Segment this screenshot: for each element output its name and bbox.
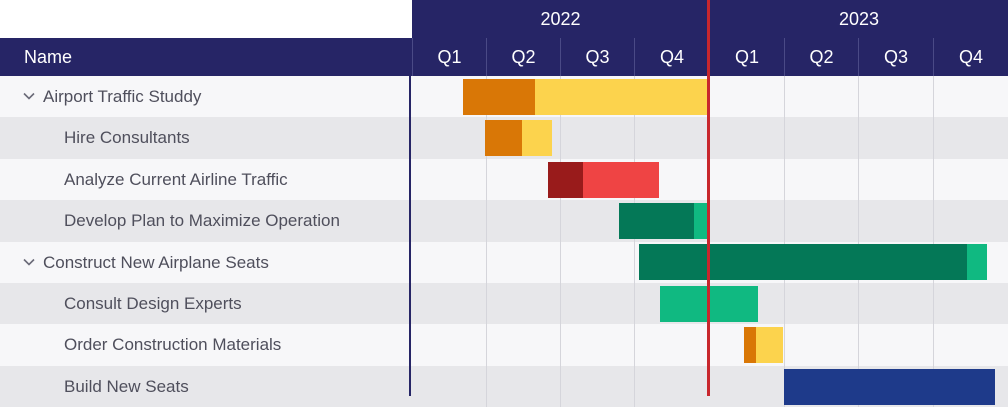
- task-bar-remaining[interactable]: [583, 161, 660, 198]
- chevron-down-icon[interactable]: [22, 255, 36, 269]
- task-bar-progress[interactable]: [485, 120, 523, 157]
- quarter-header: Q1: [412, 38, 486, 76]
- task-bar-progress[interactable]: [744, 327, 757, 364]
- row-label: Order Construction Materials: [64, 335, 282, 355]
- quarter-header: Q2: [784, 38, 858, 76]
- row-label: Hire Consultants: [64, 128, 190, 148]
- name-column-header[interactable]: Name: [24, 47, 73, 67]
- row-label: Consult Design Experts: [64, 294, 242, 313]
- task-bar-remaining[interactable]: [522, 120, 553, 157]
- quarter-header: Q3: [560, 38, 634, 76]
- quarter-gridline: [486, 76, 487, 407]
- today-marker: [707, 0, 710, 396]
- row-label: Analyze Current Airline Traffic: [64, 169, 288, 189]
- task-bar-progress[interactable]: [548, 161, 584, 198]
- column-divider[interactable]: [409, 76, 411, 396]
- task-bar-progress[interactable]: [462, 78, 535, 115]
- quarter-header: Q4: [634, 38, 709, 76]
- year-header-2023: 2023: [709, 0, 1008, 38]
- task-bar-remaining[interactable]: [967, 244, 988, 281]
- row-label: Develop Plan to Maximize Operation: [64, 211, 340, 231]
- quarter-header: Q4: [933, 38, 1008, 76]
- gantt-row[interactable]: Consult Design Experts: [0, 283, 1008, 325]
- task-bar-remaining[interactable]: [783, 368, 996, 405]
- task-bar-progress[interactable]: [619, 202, 694, 239]
- gantt-row[interactable]: Analyze Current Airline Traffic: [0, 158, 1008, 201]
- chevron-down-icon[interactable]: [22, 89, 36, 103]
- quarter-header: Q2: [486, 38, 560, 76]
- quarter-gridline: [634, 76, 635, 407]
- gantt-row[interactable]: Order Construction Materials: [0, 324, 1008, 366]
- quarter-gridline: [933, 76, 934, 407]
- column-header-row: Name Q1 Q2 Q3 Q4 Q1 Q2 Q3 Q4: [0, 38, 1008, 76]
- task-bar-remaining[interactable]: [534, 78, 710, 115]
- quarter-gridline: [560, 76, 561, 407]
- task-bar-remaining[interactable]: [756, 327, 783, 364]
- gantt-row[interactable]: Develop Plan to Maximize Operation: [0, 200, 1008, 242]
- year-header-row: 2022 2023: [412, 0, 1008, 38]
- row-label: Construct New Airplane Seats: [43, 252, 269, 272]
- quarter-header: Q3: [858, 38, 933, 76]
- quarter-gridline: [784, 76, 785, 407]
- task-bar-remaining[interactable]: [693, 202, 708, 239]
- task-bar-progress[interactable]: [639, 244, 968, 281]
- year-header-2022: 2022: [540, 9, 581, 29]
- row-label: Build New Seats: [64, 376, 189, 396]
- quarter-gridline: [858, 76, 859, 407]
- quarter-header: Q1: [709, 38, 784, 76]
- row-label: Airport Traffic Studdy: [43, 87, 202, 106]
